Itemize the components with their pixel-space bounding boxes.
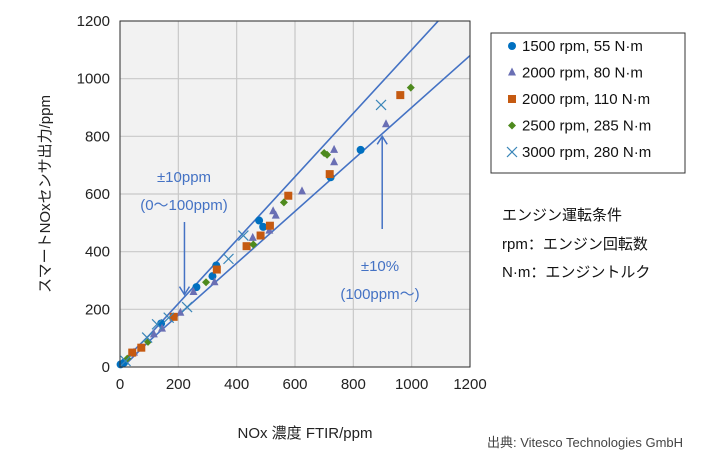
legend-label: 1500 rpm, 55 N·m xyxy=(522,38,643,55)
legend-marker-diamond xyxy=(508,121,516,130)
annotation-text: ±10% xyxy=(361,258,399,275)
y-tick-label: 1000 xyxy=(77,71,110,88)
data-point-square xyxy=(169,312,178,321)
y-tick-label: 600 xyxy=(85,186,110,203)
legend-marker-triangle xyxy=(508,67,516,76)
data-point-square xyxy=(325,170,334,179)
data-point-cross xyxy=(151,318,163,330)
y-tick-label: 800 xyxy=(85,128,110,145)
data-point-diamond xyxy=(202,278,211,287)
x-tick-label: 600 xyxy=(282,376,307,393)
y-tick-label: 1200 xyxy=(77,13,110,30)
y-tick-label: 0 xyxy=(102,359,110,376)
legend-marker-square xyxy=(508,95,516,103)
y-tick-label: 400 xyxy=(85,244,110,261)
tick-labels: 0 200 400 600 800 1000 1200 0 200 400 600 800 1000 12… xyxy=(77,13,487,393)
data-point-square xyxy=(256,231,265,240)
y-tick-label: 200 xyxy=(85,301,110,318)
data-point-triangle xyxy=(149,329,158,338)
data-point-diamond xyxy=(279,198,288,207)
x-tick-label: 0 xyxy=(116,376,124,393)
data-point-triangle xyxy=(330,144,339,153)
data-point-triangle xyxy=(330,157,339,166)
legend: 1500 rpm, 55 N·m 2000 rpm, 80 N·m 2000 rpm… xyxy=(490,32,686,174)
x-axis-label: NOx 濃度 FTIR/ppm xyxy=(237,425,372,442)
data-point-cross xyxy=(375,99,387,111)
data-point-circle xyxy=(116,360,125,369)
data-points xyxy=(116,83,415,369)
data-point-square xyxy=(265,221,274,230)
legend-marker-circle xyxy=(508,42,516,50)
legend-label: 2500 rpm, 285 N·m xyxy=(522,118,651,135)
data-point-cross xyxy=(181,301,193,313)
data-point-triangle xyxy=(382,119,390,128)
plot-border xyxy=(119,20,471,368)
legend-label: 2000 rpm, 80 N·m xyxy=(522,65,643,82)
data-point-triangle xyxy=(176,307,185,316)
source-credit: 出典: Vitesco Technologies GmbH xyxy=(487,435,683,450)
data-point-circle xyxy=(255,216,264,225)
legend-marker-cross xyxy=(506,146,518,158)
data-point-circle xyxy=(356,145,365,154)
data-point-triangle xyxy=(298,186,306,195)
data-point-triangle xyxy=(158,323,166,332)
data-point-diamond xyxy=(249,240,258,249)
annotations: ±10ppm (0〜100ppm) ±10% (100ppm〜) xyxy=(140,134,420,303)
data-point-circle xyxy=(259,222,268,231)
legend-box xyxy=(490,32,686,174)
data-point-square xyxy=(284,191,293,200)
x-tick-label: 200 xyxy=(166,376,191,393)
data-point-square xyxy=(137,343,146,352)
legend-label: 3000 rpm, 280 N·m xyxy=(522,144,651,161)
data-point-cross xyxy=(237,230,249,241)
x-tick-label: 800 xyxy=(341,376,366,393)
annotation-text: (0〜100ppm) xyxy=(140,197,228,214)
notes-nm: N·m：エンジントルク xyxy=(502,264,650,281)
x-tick-label: 1200 xyxy=(453,376,486,393)
arrowhead-icon xyxy=(376,134,388,145)
data-point-cross xyxy=(163,312,175,324)
annotation-text: ±10ppm xyxy=(157,169,211,186)
data-point-cross xyxy=(141,332,153,344)
legend-label: 2000 rpm, 110 N·m xyxy=(522,91,650,108)
data-point-square xyxy=(242,242,251,251)
data-point-cross xyxy=(223,253,234,265)
data-point-square xyxy=(212,265,221,274)
data-point-triangle xyxy=(210,277,219,286)
data-point-square xyxy=(396,91,405,100)
data-point-diamond xyxy=(323,150,332,159)
notes-title: エンジン運転条件 xyxy=(502,207,622,224)
data-point-diamond xyxy=(406,83,415,92)
x-tick-label: 1000 xyxy=(395,376,428,393)
x-tick-label: 400 xyxy=(224,376,249,393)
data-point-triangle xyxy=(189,287,198,296)
y-axis-label: スマートNOxセンサ出力/ppm xyxy=(37,95,54,293)
annotation-text: (100ppm〜) xyxy=(340,286,419,303)
data-point-square xyxy=(128,348,137,357)
data-point-cross xyxy=(120,355,131,367)
data-point-triangle xyxy=(248,232,257,241)
data-point-triangle xyxy=(271,210,280,219)
notes-rpm: rpm：エンジン回転数 xyxy=(502,236,648,253)
arrowhead-icon xyxy=(178,286,191,297)
